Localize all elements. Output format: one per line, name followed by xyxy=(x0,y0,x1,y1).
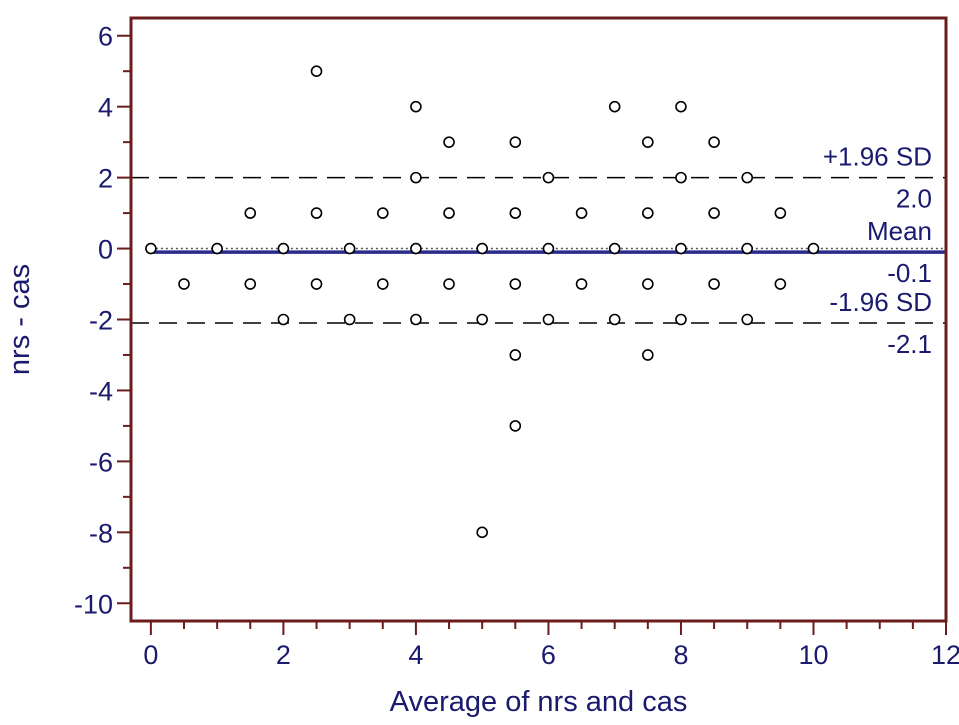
x-axis-title: Average of nrs and cas xyxy=(390,686,688,718)
y-tick-label: -2 xyxy=(89,306,113,336)
data-point xyxy=(277,242,290,255)
plot-frame xyxy=(129,16,948,623)
data-point xyxy=(310,207,323,219)
ref-line-label-2: -1.96 SD xyxy=(829,287,932,317)
data-point xyxy=(509,136,522,148)
data-point xyxy=(741,313,754,326)
data-point xyxy=(211,242,223,255)
ref-line-value-2: -2.1 xyxy=(887,329,932,359)
x-tick-label: 8 xyxy=(673,640,688,670)
data-point xyxy=(509,278,522,290)
ref-line-value-0: 2.0 xyxy=(896,184,932,214)
data-point xyxy=(410,313,422,326)
data-point xyxy=(244,278,257,290)
data-point xyxy=(443,278,455,290)
data-point xyxy=(642,136,654,148)
data-point xyxy=(509,207,522,219)
data-point xyxy=(509,420,522,432)
y-tick-label: -4 xyxy=(89,376,113,406)
y-tick-label: 2 xyxy=(98,164,113,194)
data-point xyxy=(708,207,720,219)
y-tick-label: -10 xyxy=(74,589,113,619)
data-point xyxy=(244,207,257,219)
data-point xyxy=(575,278,588,290)
data-point xyxy=(376,207,389,219)
data-point xyxy=(310,278,323,290)
data-point xyxy=(642,278,654,290)
data-point xyxy=(807,242,820,255)
x-tick-label: 0 xyxy=(143,640,158,670)
data-point xyxy=(642,207,654,219)
y-tick-label: 6 xyxy=(98,22,113,52)
data-point xyxy=(476,242,488,255)
data-point xyxy=(675,313,687,326)
y-tick-label: 4 xyxy=(98,93,113,123)
data-point xyxy=(542,242,555,255)
data-point xyxy=(410,171,422,184)
data-point xyxy=(509,349,522,361)
y-axis-title: nrs - cas xyxy=(4,264,36,375)
data-point xyxy=(608,313,621,326)
data-point xyxy=(642,349,654,361)
data-point xyxy=(542,313,555,326)
data-point xyxy=(708,136,720,148)
ref-line-label-1: Mean xyxy=(867,216,932,246)
data-point xyxy=(476,313,488,326)
ref-line-value-1: -0.1 xyxy=(887,258,932,288)
data-point xyxy=(675,171,687,184)
data-point xyxy=(310,65,323,78)
x-tick-label: 12 xyxy=(931,640,959,670)
ref-line-label-0: +1.96 SD xyxy=(823,142,932,172)
data-point xyxy=(376,278,389,290)
data-point xyxy=(741,242,754,255)
data-point xyxy=(343,313,356,326)
data-point xyxy=(675,242,687,255)
data-point xyxy=(277,313,290,326)
y-tick-label: -6 xyxy=(89,447,113,477)
data-point xyxy=(608,242,621,255)
x-tick-label: 2 xyxy=(276,640,291,670)
y-tick-label: 0 xyxy=(98,235,113,265)
y-tick-label: -8 xyxy=(89,518,113,548)
data-point xyxy=(476,526,488,539)
data-point xyxy=(410,100,422,113)
data-point xyxy=(145,242,157,255)
data-point xyxy=(774,207,787,219)
data-point xyxy=(443,136,455,148)
data-point xyxy=(575,207,588,219)
x-tick-label: 4 xyxy=(408,640,423,670)
data-point xyxy=(741,171,754,184)
data-point xyxy=(343,242,356,255)
data-point xyxy=(410,242,422,255)
x-tick-label: 10 xyxy=(798,640,828,670)
data-point xyxy=(708,278,720,290)
data-point xyxy=(443,207,455,219)
data-point xyxy=(675,100,687,113)
data-point xyxy=(542,171,555,184)
data-point xyxy=(774,278,787,290)
x-tick-label: 6 xyxy=(541,640,556,670)
data-point xyxy=(608,100,621,113)
data-point xyxy=(178,278,190,290)
